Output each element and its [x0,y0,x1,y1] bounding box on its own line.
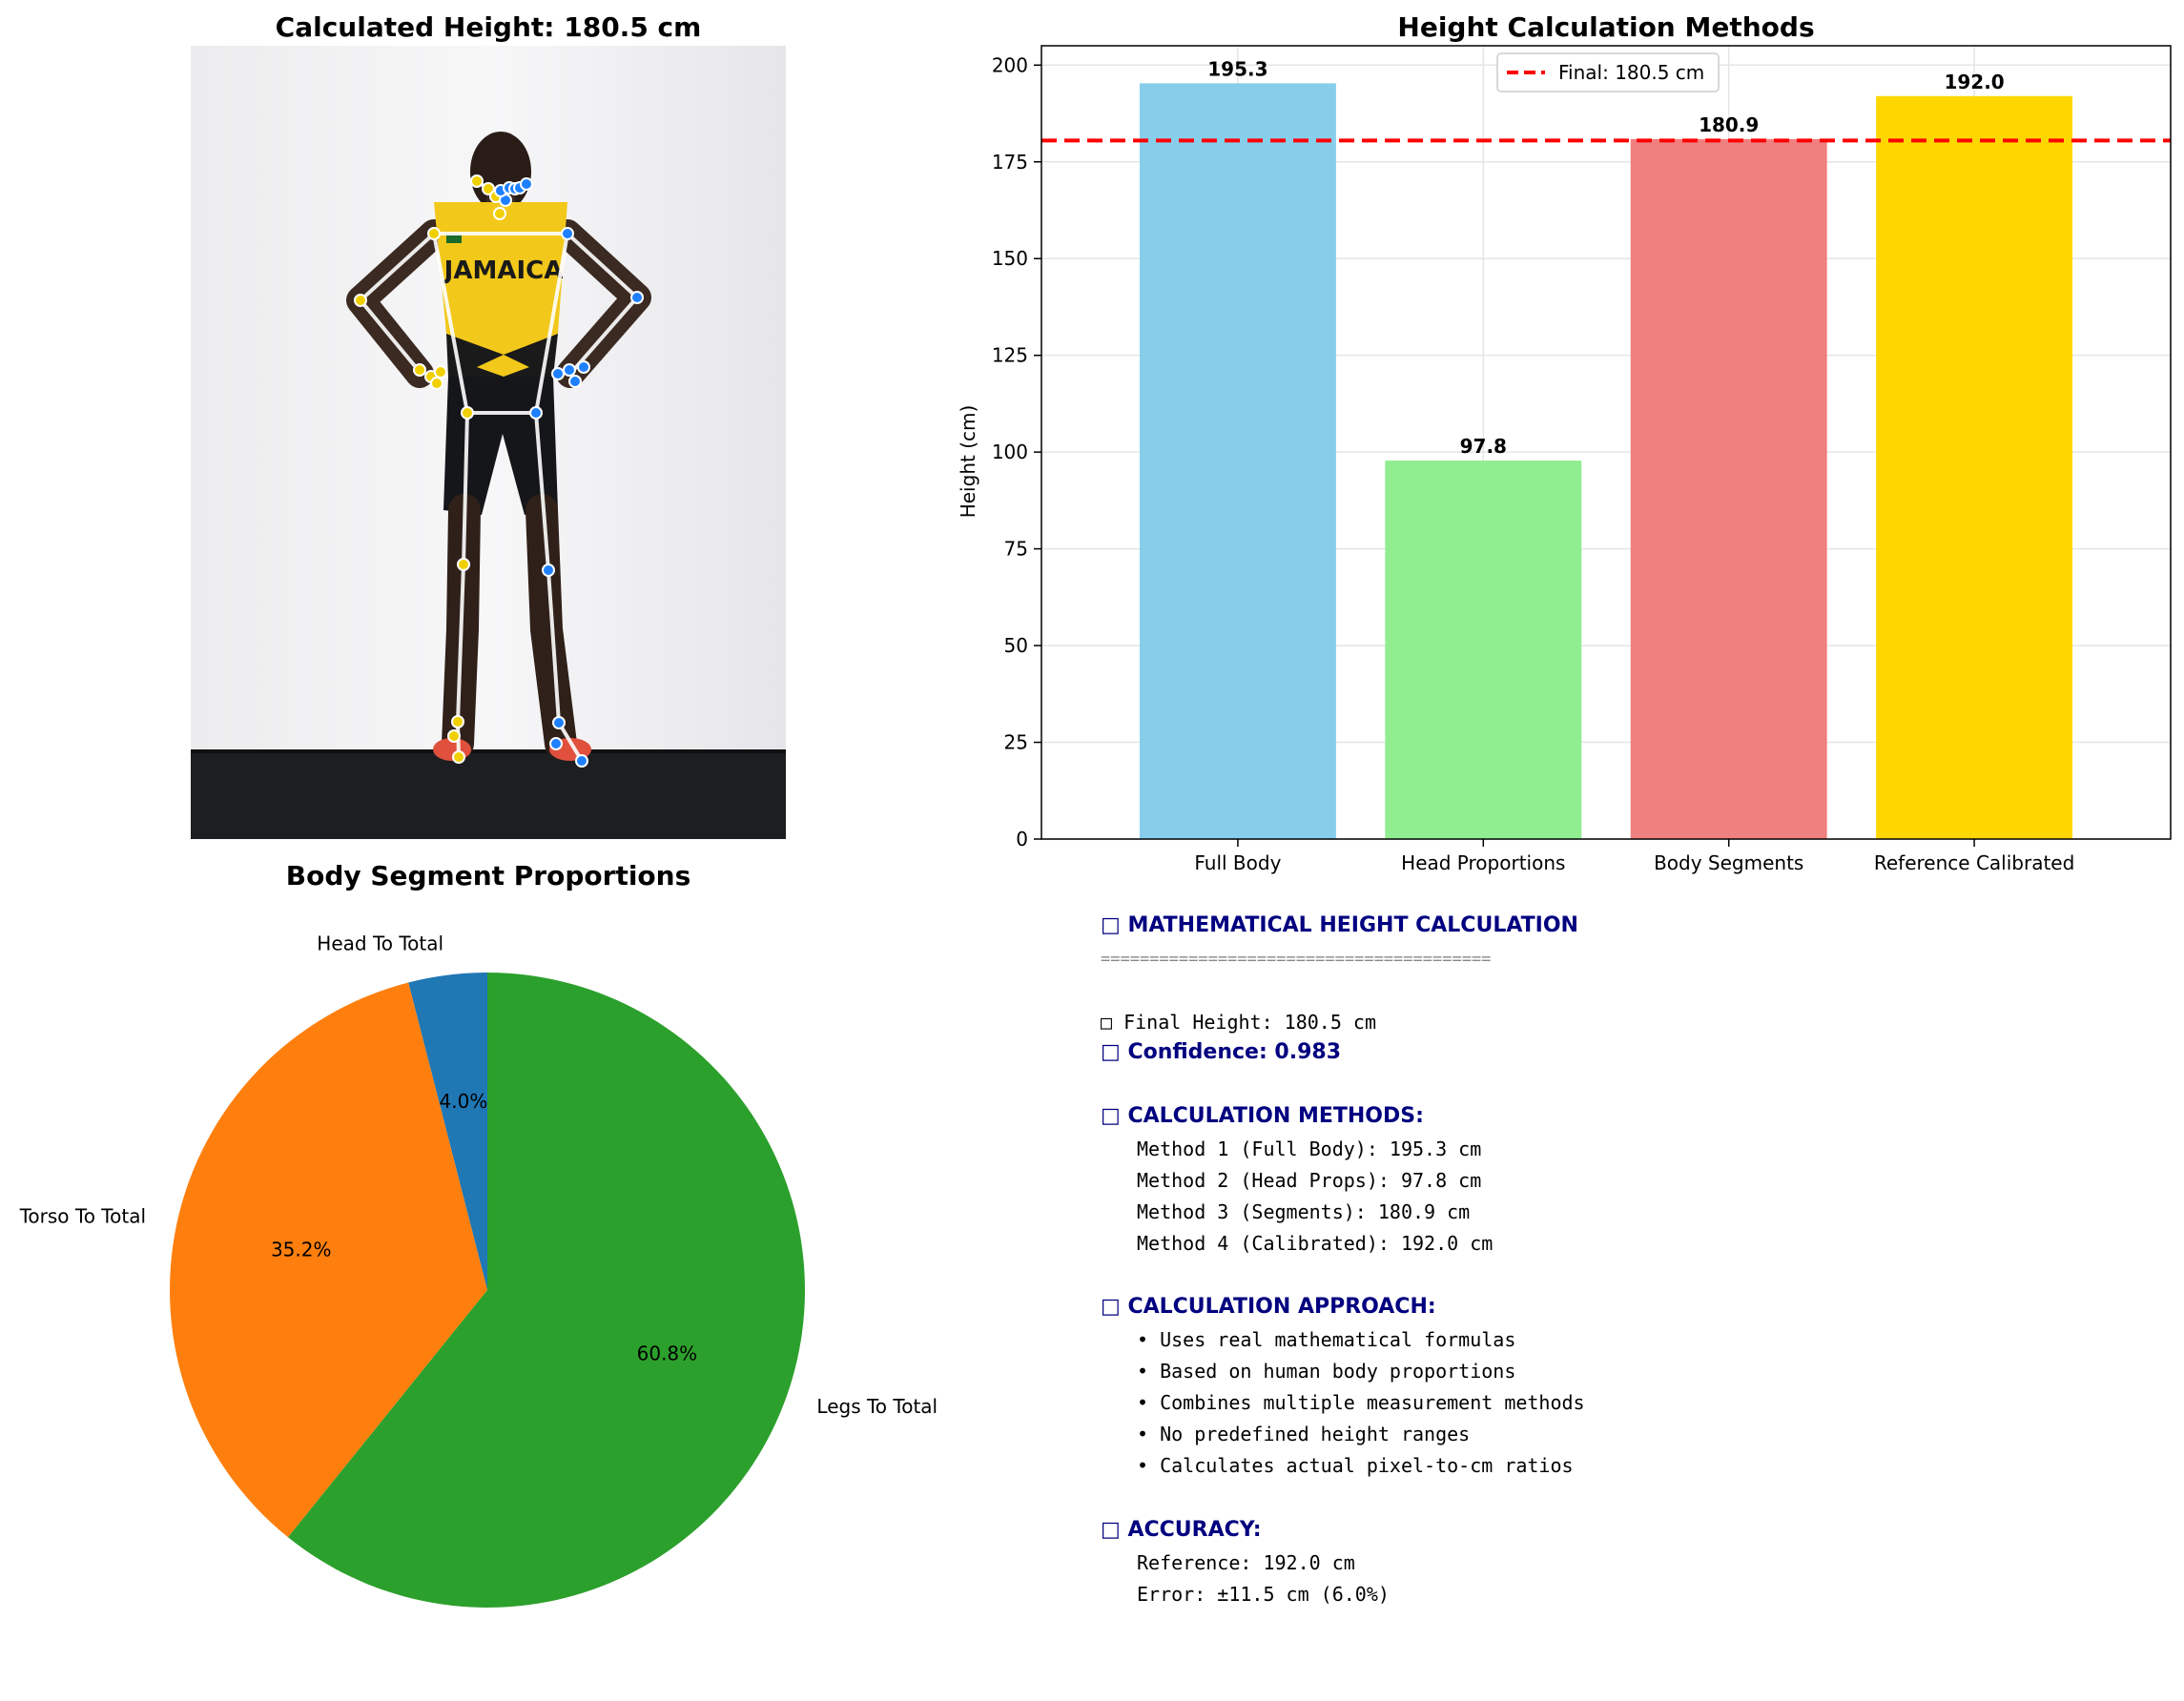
final-height-line: □ Final Height: 180.5 cm [1101,1011,1376,1034]
x-tick-label: Head Proportions [1401,851,1565,874]
bar-3 [1630,138,1827,839]
method-line: Method 2 (Head Props): 97.8 cm [1137,1169,1482,1192]
y-tick-label: 150 [992,247,1028,270]
approach-line: • Uses real mathematical formulas [1137,1328,1516,1351]
legend-label: Final: 180.5 cm [1558,61,1704,84]
summary-title: □ MATHEMATICAL HEIGHT CALCULATION [1101,913,1578,937]
bar-series: 195.3 97.8 180.9 192.0 [1139,57,2073,840]
bar-legend: Final: 180.5 cm [1496,52,1720,92]
photo-title: Calculated Height: 180.5 cm [275,11,702,43]
method-line: Method 1 (Full Body): 195.3 cm [1137,1137,1482,1160]
y-tick-label: 25 [1004,731,1028,754]
x-tick-label: Reference Calibrated [1874,851,2074,874]
approach-line: • No predefined height ranges [1137,1423,1471,1445]
pie-pct-label: 4.0% [440,1090,488,1113]
approach-heading: □ CALCULATION APPROACH: [1101,1295,1436,1319]
x-tick-label: Body Segments [1654,851,1803,874]
methods-heading: □ CALCULATION METHODS: [1101,1104,1424,1128]
y-tick-label: 200 [992,53,1028,76]
bar-value-label: 195.3 [1207,57,1267,80]
pose-keypoints [354,174,644,768]
bar-value-label: 192.0 [1944,71,2004,93]
pie-slice-1 [408,973,487,1290]
bar-value-label: 97.8 [1460,435,1507,458]
pie-category-label: Head To Total [317,932,443,955]
y-tick-label: 175 [992,151,1028,174]
pie-pct-label: 35.2% [271,1239,332,1261]
y-tick-label: 50 [1004,634,1028,657]
y-tick-label: 0 [1016,828,1028,850]
accuracy-heading: □ ACCURACY: [1101,1518,1262,1542]
approach-line: • Calculates actual pixel-to-cm ratios [1137,1454,1574,1477]
approach-line: • Based on human body proportions [1137,1360,1516,1383]
y-tick-label: 75 [1004,538,1028,561]
pie-category-label: Torso To Total [19,1204,146,1227]
pie-slice-3 [287,973,806,1608]
bar-4 [1876,95,2073,839]
method-line: Method 4 (Calibrated): 192.0 cm [1137,1232,1494,1255]
pie-slices [170,973,806,1608]
jersey-text: JAMAICA [443,256,564,285]
bar-chart-title: Height Calculation Methods [1397,11,1815,43]
x-tick-label: Full Body [1194,851,1281,874]
y-tick-label: 125 [992,344,1028,367]
approach-line: • Combines multiple measurement methods [1137,1391,1585,1414]
method-line: Method 3 (Segments): 180.9 cm [1137,1200,1471,1223]
pie-pct-label: 60.8% [637,1342,698,1364]
pie-slice-2 [170,982,487,1538]
y-tick-label: 100 [992,441,1028,463]
accuracy-line: Reference: 192.0 cm [1137,1551,1355,1574]
photo-floor [191,751,786,839]
bar-value-label: 180.9 [1699,113,1759,136]
confidence-line: □ Confidence: 0.983 [1101,1040,1342,1064]
summary-separator: ======================================== [1101,950,1492,969]
bar-plot-frame [1040,45,2172,840]
accuracy-line: Error: ±11.5 cm (6.0%) [1137,1583,1390,1606]
bar-2 [1385,461,1582,839]
bar-axes: 0 25 50 75 100 125 150 175 200 Full Body Head Prop… [992,45,2172,874]
pie-category-label: Legs To Total [816,1395,937,1418]
y-axis-label: Height (cm) [957,405,979,519]
pie-chart-title: Body Segment Proportions [285,860,691,891]
pie-labels: 4.0% Head To Total 35.2% Torso To Total 60.8… [19,932,938,1418]
legend-box [1496,52,1720,92]
bar-1 [1139,83,1336,840]
